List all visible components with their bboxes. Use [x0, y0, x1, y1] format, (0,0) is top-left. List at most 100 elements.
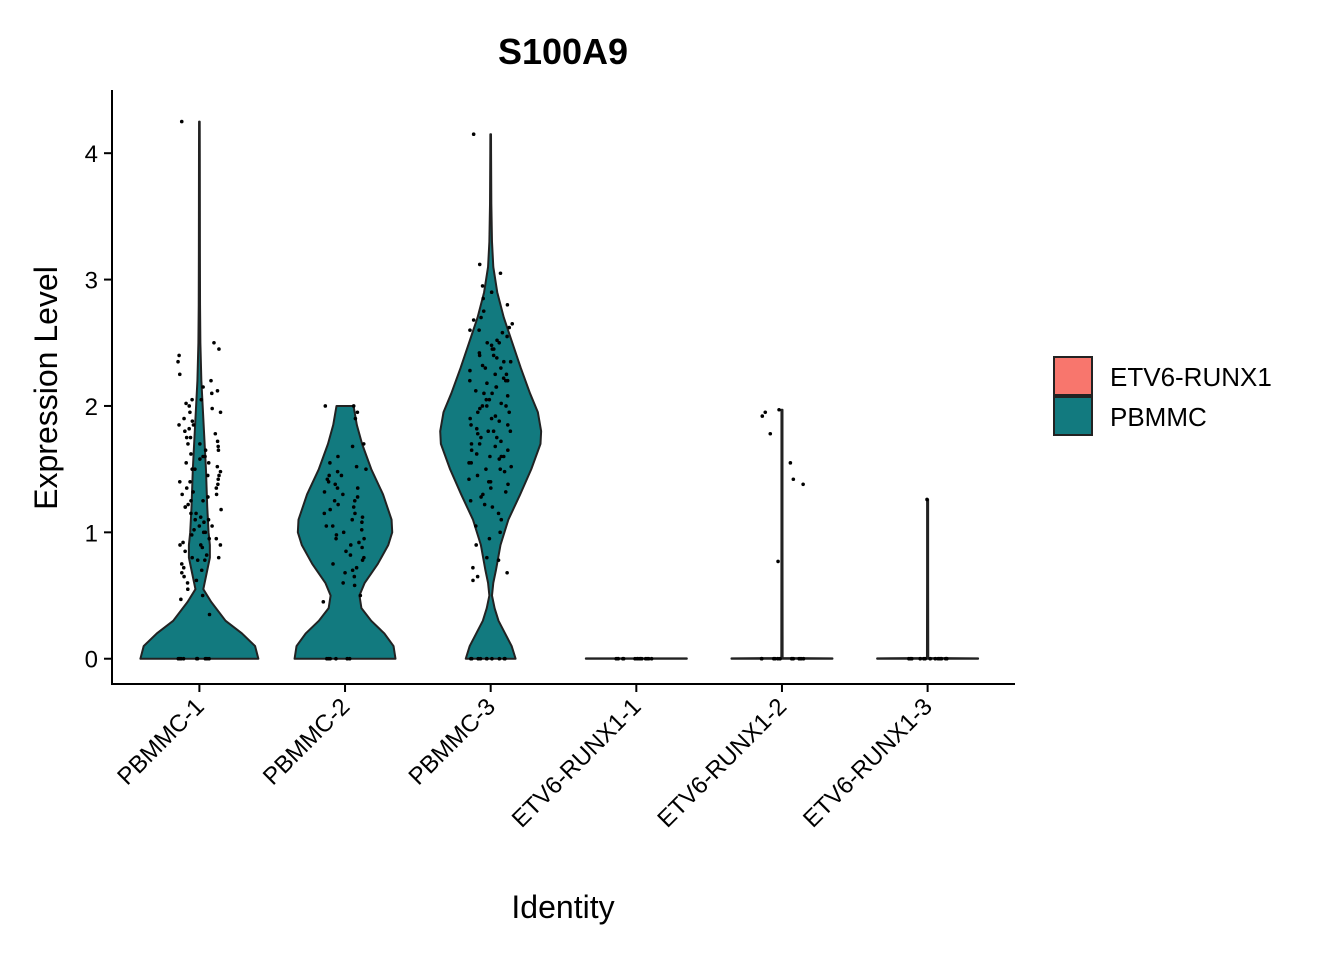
data-point [768, 431, 773, 436]
data-point [475, 431, 480, 436]
data-point [333, 482, 338, 487]
data-point [506, 448, 510, 452]
data-point [341, 492, 345, 497]
data-point [202, 520, 206, 525]
data-point [500, 330, 505, 335]
data-point [498, 530, 502, 535]
data-point [643, 656, 648, 661]
data-point [633, 656, 637, 661]
data-point [188, 410, 192, 415]
data-point [495, 356, 499, 360]
data-point [180, 570, 184, 575]
data-point [178, 543, 182, 547]
data-point [928, 656, 933, 661]
data-point [216, 444, 220, 449]
data-point [197, 524, 202, 528]
data-point [485, 555, 489, 560]
data-point [918, 656, 923, 661]
data-point [354, 565, 359, 570]
data-point [352, 498, 357, 503]
data-point [486, 429, 491, 434]
data-point [350, 568, 355, 573]
data-point [203, 558, 207, 562]
data-point [180, 492, 184, 497]
data-point [360, 520, 364, 525]
data-point [351, 505, 356, 509]
data-point [353, 511, 357, 516]
data-point [330, 524, 335, 528]
data-point [501, 376, 506, 380]
data-point [348, 553, 353, 557]
data-point [212, 340, 216, 345]
data-point [481, 296, 486, 301]
data-point [469, 656, 473, 661]
data-point [184, 401, 188, 406]
data-point [348, 543, 353, 547]
point-layer [176, 119, 949, 661]
data-point [328, 507, 332, 512]
data-point [638, 656, 642, 661]
data-point [505, 570, 509, 575]
data-point [364, 467, 368, 471]
data-point [176, 359, 180, 364]
data-point [214, 536, 219, 541]
data-point [182, 416, 186, 421]
data-point [801, 656, 806, 661]
data-point [646, 656, 651, 661]
data-point [487, 397, 492, 402]
data-point [323, 404, 328, 408]
data-point [494, 435, 499, 440]
data-point [193, 517, 198, 522]
data-point [490, 391, 494, 396]
data-point [474, 452, 479, 456]
data-point [215, 439, 220, 444]
data-point [483, 366, 488, 370]
data-point [198, 442, 202, 446]
data-point [350, 444, 355, 449]
data-point [207, 612, 212, 617]
data-point [502, 656, 507, 661]
data-point [496, 511, 501, 516]
data-point [503, 490, 508, 494]
data-point [189, 452, 193, 456]
data-point [213, 431, 218, 436]
data-point [775, 656, 780, 661]
data-point [475, 574, 480, 579]
data-point [360, 558, 365, 562]
data-point [499, 517, 504, 522]
x-tick-label: PBMMC-2 [258, 693, 355, 790]
legend-label: ETV6-RUNX1 [1110, 362, 1272, 392]
data-point [505, 303, 510, 307]
data-point [327, 473, 331, 478]
data-point [184, 461, 188, 465]
data-point [215, 464, 220, 469]
data-point [493, 372, 498, 377]
data-point [497, 656, 502, 661]
data-point [190, 555, 194, 560]
data-point [506, 482, 510, 487]
data-point [218, 469, 223, 474]
data-point [505, 334, 509, 339]
data-point [210, 524, 214, 528]
axes [111, 90, 1015, 685]
data-point [331, 562, 335, 566]
legend-swatch [1053, 396, 1093, 436]
data-point [216, 482, 220, 487]
data-point [179, 597, 183, 602]
data-point [490, 505, 495, 509]
data-point [485, 340, 490, 345]
data-point [760, 414, 765, 418]
x-axis-title: Identity [511, 889, 614, 925]
data-point [184, 486, 189, 490]
data-point [490, 656, 494, 661]
data-point [468, 368, 472, 373]
chart-title: S100A9 [498, 31, 628, 72]
data-point [193, 467, 197, 471]
data-point [336, 502, 340, 507]
data-point [190, 397, 194, 402]
data-point [334, 656, 338, 661]
data-point [179, 656, 183, 661]
data-point [467, 477, 471, 482]
y-tick-label: 3 [85, 268, 98, 295]
data-point [508, 429, 513, 434]
